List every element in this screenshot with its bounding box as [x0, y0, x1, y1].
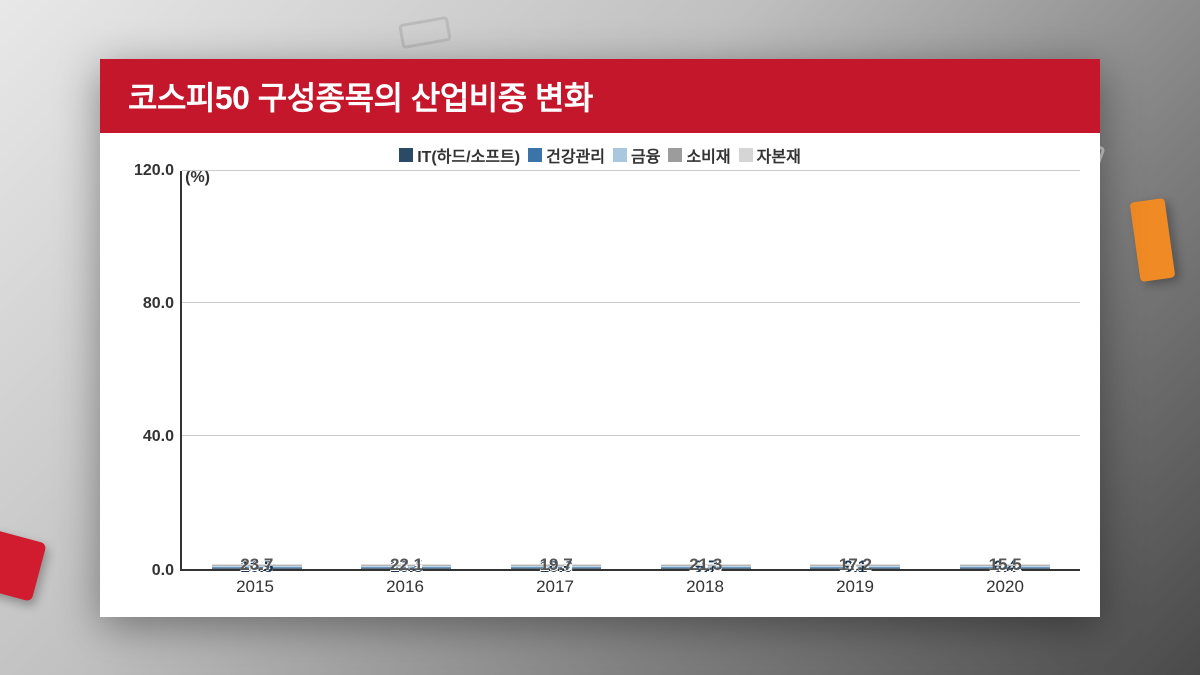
x-tick: 2018: [660, 577, 750, 597]
bar-segment: 15.5: [960, 564, 1050, 565]
segment-value: 17.2: [839, 555, 872, 575]
x-tick: 2015: [210, 577, 300, 597]
legend-item: IT(하드/소프트): [399, 143, 520, 167]
legend-label: 금융: [631, 143, 660, 167]
legend-item: 금융: [613, 143, 660, 167]
y-tick: 80.0: [143, 295, 174, 313]
segment-value: 15.5: [989, 555, 1022, 575]
legend-item: 건강관리: [528, 143, 605, 167]
bar-column: 47.06.69.715.321.3: [661, 564, 751, 569]
bar-column: 40.92.210.522.723.7: [212, 564, 302, 569]
bar-column: 57.48.66.412.215.5: [960, 564, 1050, 569]
plot-area: 40.92.210.522.723.7 45.53.010.518.922.1 49…: [180, 171, 1080, 571]
x-axis: 2015 2016 2017 2018 2019 2020: [120, 577, 1080, 597]
gridline: [182, 170, 1080, 171]
y-tick: 0.0: [152, 562, 174, 580]
legend: IT(하드/소프트) 건강관리 금융 소비재 자본재: [120, 143, 1080, 167]
segment-value: 19.7: [540, 555, 573, 575]
bars-container: 40.92.210.522.723.7 45.53.010.518.922.1 49…: [182, 171, 1080, 569]
bar-segment: 17.2: [810, 564, 900, 565]
legend-swatch: [528, 148, 542, 162]
legend-swatch: [668, 148, 682, 162]
deco-shape: [0, 528, 47, 601]
segment-value: 21.3: [689, 555, 722, 575]
legend-label: 자본재: [757, 143, 801, 167]
x-tick: 2020: [960, 577, 1050, 597]
bar-column: 45.53.010.518.922.1: [361, 564, 451, 569]
bar-column: 49.55.310.015.519.7: [511, 564, 601, 569]
y-tick: 120.0: [134, 162, 174, 180]
legend-item: 소비재: [668, 143, 730, 167]
x-tick: 2016: [360, 577, 450, 597]
chart-title: 코스피50 구성종목의 산업비중 변화: [100, 59, 1100, 133]
bar-column: 54.35.39.114.117.2: [810, 564, 900, 569]
bar-segment: 23.7: [212, 564, 302, 565]
legend-label: IT(하드/소프트): [417, 143, 520, 167]
chart-body: (%) 0.040.080.0120.0 40.92.210.522.723.7…: [120, 171, 1080, 571]
gridline: [182, 435, 1080, 436]
y-tick: 40.0: [143, 428, 174, 446]
segment-value: 22.1: [390, 555, 423, 575]
chart-panel: 코스피50 구성종목의 산업비중 변화 IT(하드/소프트) 건강관리 금융 소비재 자…: [100, 59, 1100, 617]
bar-segment: 19.7: [511, 564, 601, 565]
chart-area: IT(하드/소프트)건강관리금융소비재자본재 (%) 0.040.080.012…: [100, 133, 1100, 617]
legend-swatch: [739, 148, 753, 162]
legend-swatch: [613, 148, 627, 162]
x-tick: 2019: [810, 577, 900, 597]
legend-item: 자본재: [739, 143, 801, 167]
legend-label: 건강관리: [546, 143, 605, 167]
deco-shape: [398, 16, 452, 49]
deco-shape: [1130, 198, 1176, 282]
segment-value: 23.7: [240, 555, 273, 575]
y-axis: (%) 0.040.080.0120.0: [120, 171, 180, 571]
legend-swatch: [399, 148, 413, 162]
bar-segment: 22.1: [361, 564, 451, 565]
x-tick: 2017: [510, 577, 600, 597]
legend-label: 소비재: [686, 143, 730, 167]
gridline: [182, 302, 1080, 303]
bar-segment: 21.3: [661, 564, 751, 565]
